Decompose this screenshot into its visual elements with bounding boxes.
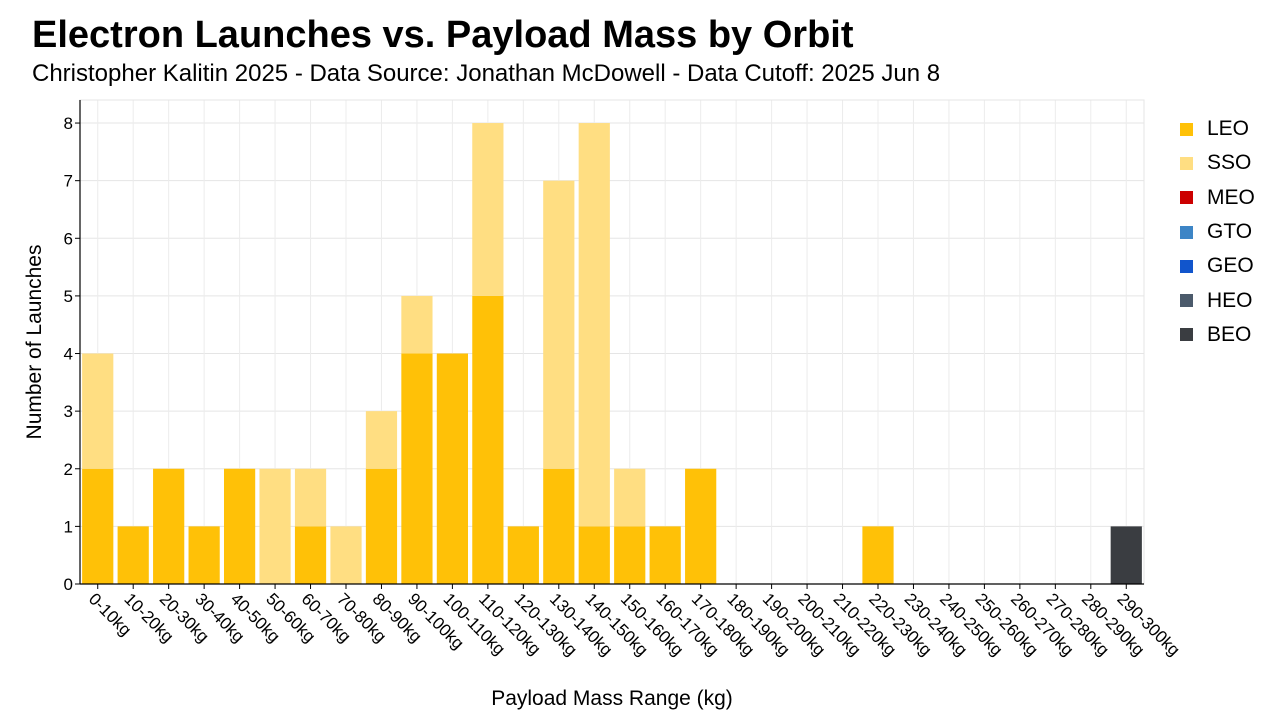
- y-tick-label: 4: [64, 345, 73, 364]
- x-axis-label: Payload Mass Range (kg): [491, 687, 733, 710]
- legend-swatch: [1180, 259, 1193, 273]
- bar-leo-160-170kg: [649, 526, 681, 584]
- bar-leo-0-10kg: [82, 468, 114, 584]
- bar-leo-100-110kg: [436, 353, 469, 584]
- legend-swatch: [1180, 328, 1193, 342]
- legend-label: LEO: [1207, 117, 1250, 141]
- legend-swatch: [1180, 225, 1193, 239]
- legend-item-leo: LEO: [1180, 112, 1255, 146]
- bar-sso-50-60kg: [259, 468, 291, 584]
- bar-sso-60-70kg: [294, 468, 327, 527]
- legend-label: MEO: [1207, 185, 1255, 209]
- bar-sso-80-90kg: [365, 411, 398, 469]
- y-tick-label: 5: [64, 287, 73, 306]
- legend-swatch: [1180, 294, 1193, 308]
- legend-item-gto: GTO: [1180, 215, 1255, 249]
- y-tick-labels: 0 1 2 3 4 5 6 7 8: [64, 114, 73, 594]
- bar-leo-130-140kg: [543, 468, 575, 584]
- bar-leo-150-160kg: [614, 526, 646, 584]
- y-tick-label: 0: [64, 575, 73, 594]
- y-tick-label: 8: [64, 114, 73, 133]
- bar-sso-150-160kg: [614, 468, 646, 527]
- bar-sso-90-100kg: [401, 295, 433, 354]
- legend-item-heo: HEO: [1180, 283, 1255, 317]
- bar-leo-220-230kg: [862, 526, 894, 584]
- bar-leo-140-150kg: [578, 526, 610, 584]
- legend-swatch: [1180, 122, 1193, 136]
- bar-sso-130-140kg: [543, 180, 575, 469]
- bar-leo-60-70kg: [294, 526, 327, 584]
- bar-leo-80-90kg: [365, 468, 398, 584]
- legend-item-geo: GEO: [1180, 249, 1255, 283]
- y-tick-label: 2: [64, 460, 73, 479]
- y-tick-label: 3: [64, 402, 73, 421]
- bar-beo-290-300kg: [1110, 526, 1142, 584]
- bar-leo-30-40kg: [188, 526, 220, 584]
- bar-sso-110-120kg: [472, 123, 504, 296]
- legend-label: SSO: [1207, 151, 1252, 175]
- chart-title: Electron Launches vs. Payload Mass by Or…: [32, 14, 854, 56]
- bar-leo-20-30kg: [153, 468, 185, 584]
- bars: [82, 123, 1142, 584]
- legend-item-meo: MEO: [1180, 181, 1255, 215]
- y-axis-label: Number of Launches: [23, 245, 46, 440]
- bar-sso-140-150kg: [578, 123, 610, 527]
- legend-label: BEO: [1207, 322, 1252, 346]
- bar-leo-90-100kg: [401, 353, 433, 584]
- legend-item-beo: BEO: [1180, 318, 1255, 352]
- y-tick-label: 1: [64, 517, 73, 536]
- legend-swatch: [1180, 156, 1193, 170]
- legend-label: GTO: [1207, 220, 1253, 244]
- bar-leo-110-120kg: [472, 295, 504, 584]
- legend: LEO SSO MEO GTO GEO HEO BEO: [1180, 112, 1255, 352]
- bar-leo-170-180kg: [685, 468, 717, 584]
- y-tick-label: 7: [64, 172, 73, 191]
- legend-swatch: [1180, 191, 1193, 205]
- bar-leo-40-50kg: [223, 468, 256, 584]
- bar-leo-120-130kg: [507, 526, 539, 584]
- axes: [75, 100, 1144, 589]
- bar-sso-0-10kg: [82, 353, 114, 469]
- x-tick-labels: 0-10kg10-20kg20-30kg30-40kg40-50kg50-60k…: [85, 589, 1184, 659]
- bar-leo-10-20kg: [117, 526, 149, 584]
- legend-label: HEO: [1207, 288, 1253, 312]
- chart-subtitle: Christopher Kalitin 2025 - Data Source: …: [32, 60, 941, 87]
- y-tick-label: 6: [64, 229, 73, 248]
- bar-sso-70-80kg: [330, 526, 362, 584]
- legend-item-sso: SSO: [1180, 146, 1255, 180]
- legend-label: GEO: [1207, 254, 1254, 278]
